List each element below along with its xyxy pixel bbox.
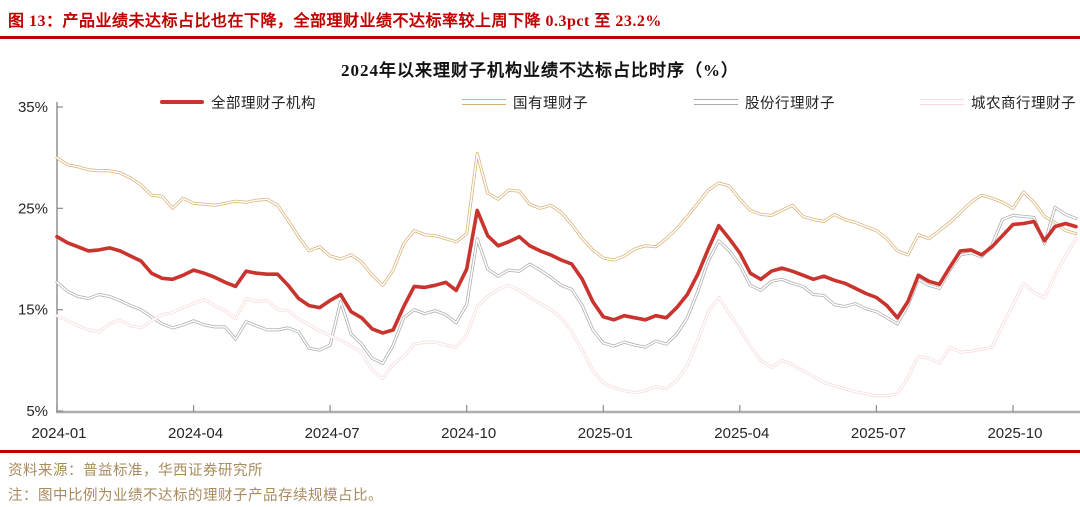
series-line-3 xyxy=(55,205,1078,365)
y-axis-label: 35% xyxy=(18,99,48,116)
x-axis-label: 2024-10 xyxy=(441,425,496,442)
legend-label: 城农商行理财子 xyxy=(971,95,1076,112)
legend-label: 国有理财子 xyxy=(513,95,588,112)
legend-item-4: 城农商行理财子 xyxy=(920,92,1076,112)
series-line-3-core xyxy=(56,206,1077,365)
bottom-divider xyxy=(0,450,1080,453)
legend-line-swatch xyxy=(920,99,964,105)
legend-label: 股份行理财子 xyxy=(745,95,835,112)
legend-line-swatch xyxy=(160,99,204,105)
figure-caption: 图 13：产品业绩未达标占比也在下降，全部理财业绩不达标率较上周下降 0.3pc… xyxy=(8,13,662,30)
legend-item-1: 全部理财子机构 xyxy=(160,92,316,112)
legend-label: 全部理财子机构 xyxy=(211,95,316,112)
x-axis-label: 2024-07 xyxy=(305,425,360,442)
series-line-4-core xyxy=(56,237,1077,397)
y-axis-label: 5% xyxy=(26,403,48,420)
x-axis-label: 2024-04 xyxy=(168,425,223,442)
y-axis-label: 25% xyxy=(18,200,48,217)
x-axis-label: 2025-07 xyxy=(851,425,906,442)
legend-line-swatch xyxy=(694,99,738,105)
legend-line-swatch xyxy=(462,99,506,105)
x-axis-label: 2024-01 xyxy=(31,425,86,442)
legend-item-3: 股份行理财子 xyxy=(694,92,835,112)
y-axis-label: 15% xyxy=(18,302,48,319)
legend-item-2: 国有理财子 xyxy=(462,92,588,112)
footnote: 注：图中比例为业绩不达标的理财子产品存续规模占比。 xyxy=(8,488,383,504)
top-divider xyxy=(0,36,1080,39)
chart-title: 2024年以来理财子机构业绩不达标占比时序（%） xyxy=(341,61,739,80)
series-line-1 xyxy=(55,208,1078,335)
x-axis-label: 2025-04 xyxy=(714,425,769,442)
source-note: 资料来源：普益标准，华西证券研究所 xyxy=(8,463,263,479)
x-axis-label: 2025-01 xyxy=(578,425,633,442)
x-axis-label: 2025-10 xyxy=(987,425,1042,442)
chart-legend: 全部理财子机构 国有理财子 股份行理财子 城农商行理财子 xyxy=(0,92,1080,112)
series-line-2-core xyxy=(56,152,1077,287)
